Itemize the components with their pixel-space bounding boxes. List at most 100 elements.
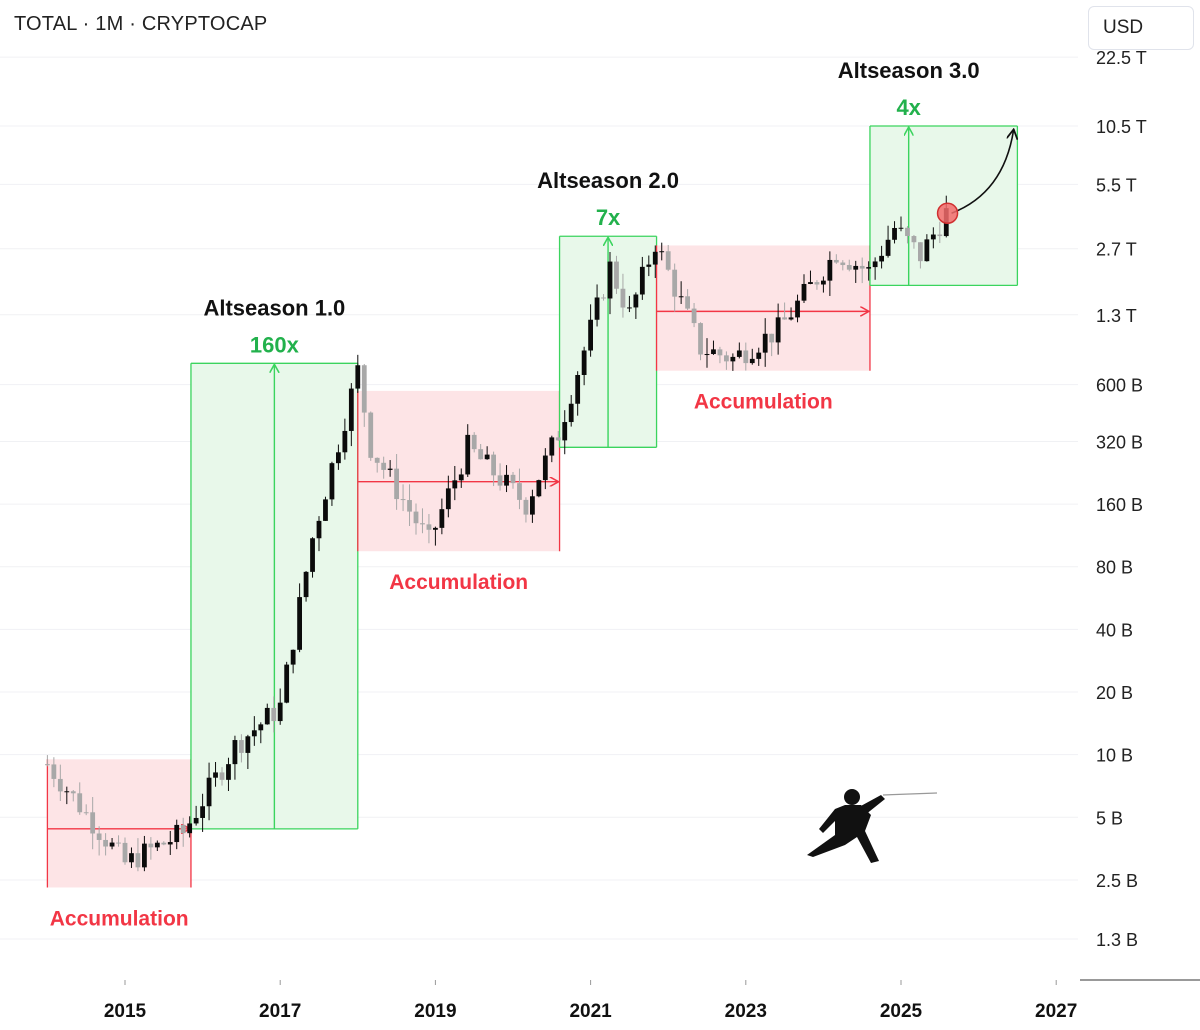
candle-body [167, 842, 173, 845]
candle-body [879, 255, 884, 262]
candle-body [129, 853, 134, 863]
candle-body [497, 475, 503, 486]
candle-body [821, 280, 826, 285]
candle-body [937, 234, 943, 237]
currency-selector[interactable]: USD [1088, 6, 1194, 50]
candle-body [775, 317, 781, 343]
projection-arrow [951, 130, 1014, 214]
candle-body [517, 483, 522, 500]
candle-body [659, 251, 665, 253]
candle-body [433, 527, 438, 530]
candle-body [808, 282, 813, 284]
foil-blade [882, 792, 938, 796]
y-tick-label: 10 B [1096, 746, 1133, 766]
candle-body [348, 388, 354, 431]
y-tick-label: 1.3 T [1096, 306, 1137, 326]
candle-body [64, 791, 70, 793]
candle-body [724, 355, 729, 362]
altseason-title: Altseason 3.0 [838, 58, 980, 83]
candle-body [555, 437, 561, 441]
candle-body [45, 764, 50, 766]
altseason-title: Altseason 1.0 [203, 295, 345, 320]
candle-body [588, 319, 593, 351]
candle-body [90, 812, 96, 834]
candle-body [361, 365, 367, 413]
candle-body [264, 707, 270, 725]
candle-body [749, 358, 755, 364]
candle-body [575, 374, 581, 404]
candle-body [549, 437, 555, 456]
candle-body [303, 571, 309, 598]
altseason-title: Altseason 2.0 [537, 168, 679, 193]
candle-body [627, 307, 632, 309]
y-tick-label: 80 B [1096, 558, 1133, 578]
candle-body [187, 823, 193, 834]
candle-body [827, 259, 833, 281]
candle-body [323, 499, 328, 521]
candle-body [833, 259, 839, 263]
candle-body [290, 649, 296, 665]
candle-body [704, 354, 710, 356]
candle-body [109, 842, 115, 847]
candle-body [801, 283, 807, 301]
candle-body [678, 296, 684, 298]
candle-body [96, 833, 102, 840]
candle-body [581, 350, 587, 375]
candle-body [866, 267, 872, 269]
candle-body [762, 333, 768, 353]
candle-body [336, 452, 341, 464]
candle-body [142, 843, 147, 868]
candle-body [633, 294, 639, 308]
x-tick-label: 2023 [725, 1001, 767, 1022]
candle-body [491, 454, 496, 476]
candle-body [639, 266, 645, 295]
candle-body [148, 843, 154, 848]
candle-body [594, 297, 600, 320]
candle-body [711, 349, 716, 355]
candle-body [251, 730, 257, 737]
candle-body [846, 265, 852, 270]
candle-body [258, 724, 264, 731]
candle-body [788, 317, 794, 320]
candle-body [853, 265, 859, 270]
candle-body [70, 791, 76, 794]
candle-body [374, 457, 380, 463]
candle-body [452, 480, 458, 489]
candles [45, 195, 949, 872]
candle-body [284, 664, 290, 703]
altseason-multiple: 4x [896, 95, 921, 120]
candle-body [620, 288, 626, 308]
candle-body [239, 740, 244, 753]
candle-body [154, 842, 160, 848]
candle-body [872, 261, 878, 268]
y-tick-label: 22.5 T [1096, 48, 1147, 68]
candle-body [277, 702, 283, 722]
candle-body [795, 300, 800, 318]
header-separator: · [129, 13, 137, 35]
candle-body [736, 350, 742, 357]
candle-body [782, 317, 787, 320]
accumulation-label: Accumulation [694, 391, 833, 414]
y-tick-label: 20 B [1096, 683, 1133, 703]
candle-body [445, 488, 451, 510]
candle-body [665, 251, 671, 270]
candle-body [368, 412, 374, 458]
chart-header: TOTAL · 1M · CRYPTOCAP [14, 13, 267, 36]
fencer-silhouette [807, 789, 938, 863]
candle-body [691, 308, 697, 324]
y-tick-label: 160 B [1096, 495, 1143, 515]
accumulation-zone [47, 759, 191, 888]
x-tick-label: 2025 [880, 1001, 923, 1022]
candle-body [568, 403, 574, 423]
candle-body [601, 297, 606, 299]
candle-body [840, 262, 846, 266]
candle-body [911, 236, 917, 243]
candle-body [918, 242, 923, 262]
current-price-marker [936, 202, 959, 224]
y-tick-label: 2.7 T [1096, 240, 1137, 260]
candle-body [646, 264, 652, 267]
candle-body [226, 764, 231, 780]
candle-body [206, 777, 212, 807]
